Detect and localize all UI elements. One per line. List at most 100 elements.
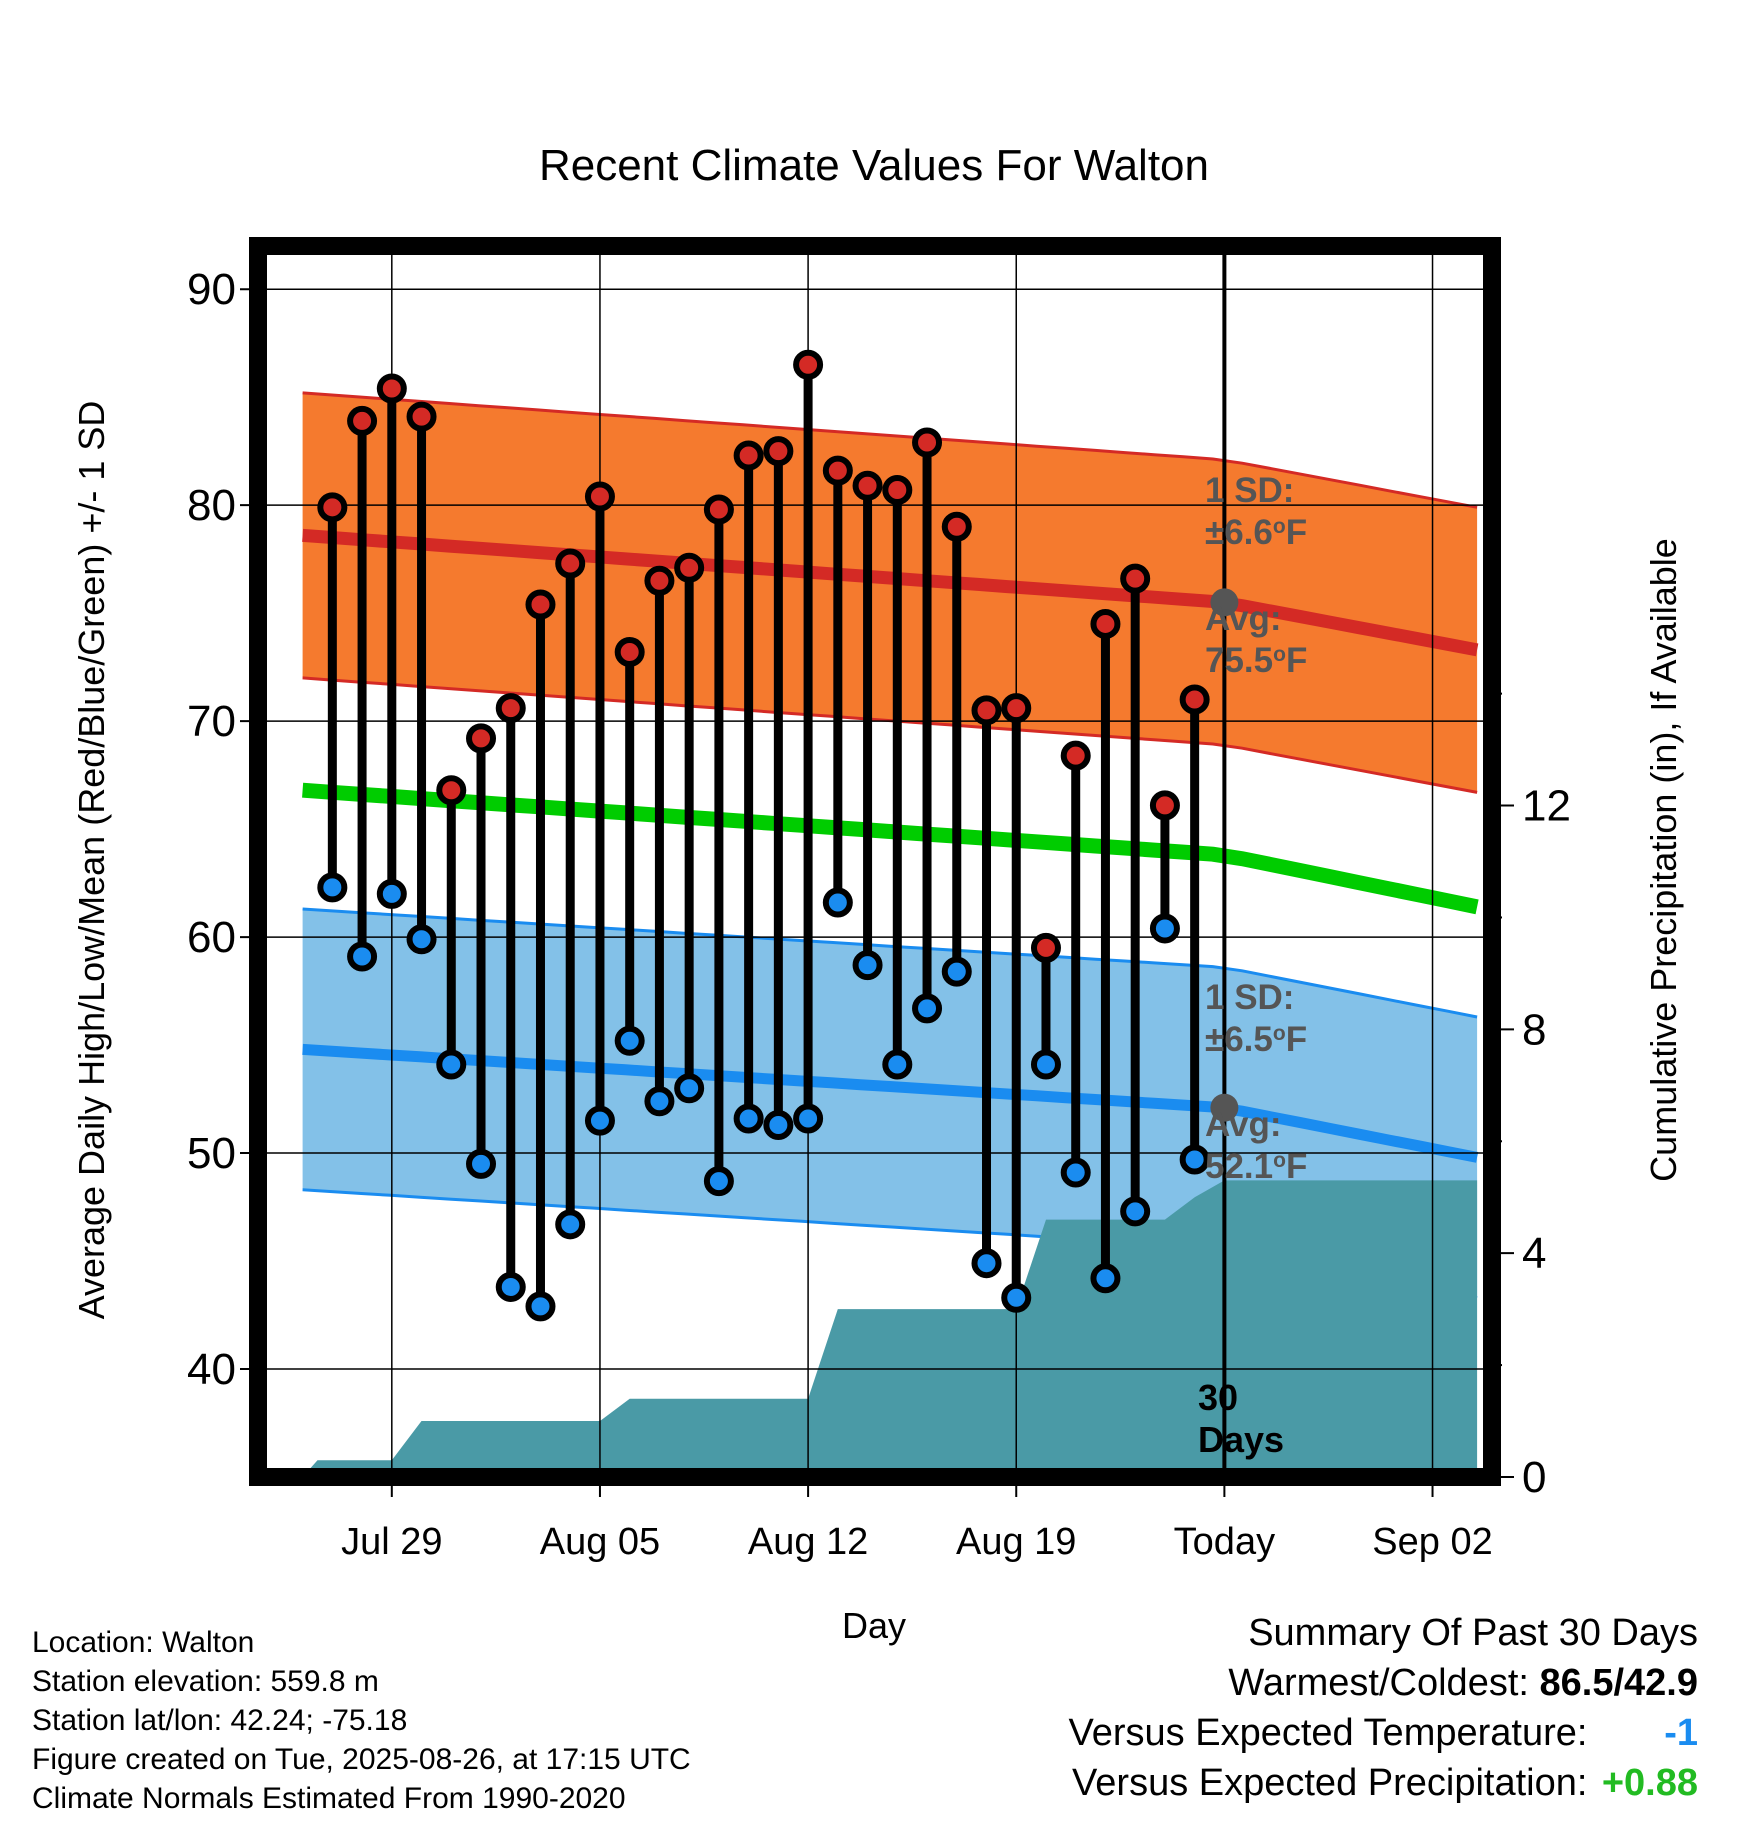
daily-low-point	[347, 941, 378, 972]
daily-low-point	[793, 1103, 824, 1134]
daily-low-point	[941, 956, 972, 987]
daily-low-point	[317, 872, 348, 903]
daily-high-point	[584, 481, 615, 512]
normal-high-line	[302, 528, 1479, 657]
x-tick-label: Aug 05	[540, 1521, 660, 1563]
station-info: Location: Walton Station elevation: 559.…	[32, 1623, 691, 1818]
daily-low-point	[852, 950, 883, 981]
y2-tick-label: 4	[1522, 1229, 1546, 1278]
daily-high-point	[347, 405, 378, 436]
low-avg-label: Avg:	[1205, 1105, 1281, 1144]
daily-high-point	[1120, 563, 1151, 594]
precip-label: Versus Expected Precipitation:	[1072, 1762, 1588, 1804]
daily-high-point	[644, 565, 675, 596]
daily-high-point	[793, 349, 824, 380]
daily-high-point	[822, 455, 853, 486]
low-sd-value: ±6.5oF	[1205, 1020, 1307, 1059]
y-tick-label: 90	[187, 265, 236, 314]
daily-low-point	[406, 924, 437, 955]
summary-panel: Summary Of Past 30 Days Warmest/Coldest:…	[1069, 1608, 1698, 1808]
high-avg-label: Avg:	[1205, 599, 1281, 638]
x-tick-label: Today	[1174, 1521, 1275, 1563]
x-tick-label: Aug 12	[748, 1521, 868, 1563]
daily-high-point	[406, 401, 437, 432]
daily-high-point	[1090, 608, 1121, 639]
y2-tick-label: 8	[1522, 1005, 1546, 1054]
low-sd-label: 1 SD:	[1205, 978, 1294, 1017]
summary-temp-row: Versus Expected Temperature: -1	[1069, 1708, 1698, 1758]
daily-high-point	[971, 695, 1002, 726]
daily-low-point	[495, 1271, 526, 1302]
daily-high-point	[436, 775, 467, 806]
daily-low-point	[971, 1248, 1002, 1279]
low-avg-value: 52.1oF	[1205, 1147, 1307, 1186]
latlon-text: Station lat/lon: 42.24; -75.18	[32, 1704, 408, 1737]
daily-low-point	[376, 878, 407, 909]
y-tick-label: 60	[187, 913, 236, 962]
daily-low-point	[644, 1086, 675, 1117]
warmest-label: Warmest/Coldest:	[1228, 1662, 1529, 1704]
daily-low-point	[614, 1025, 645, 1056]
daily-high-point	[733, 440, 764, 471]
daily-high-point	[882, 475, 913, 506]
warmest-value: 86.5/42.9	[1539, 1662, 1698, 1704]
daily-high-point	[703, 494, 734, 525]
daily-low-point	[466, 1148, 497, 1179]
chart-title: Recent Climate Values For Walton	[539, 141, 1209, 190]
days-unit-label: Days	[1198, 1419, 1284, 1460]
daily-low-point	[1030, 1049, 1061, 1080]
created-text: Figure created on Tue, 2025-08-26, at 17…	[32, 1743, 691, 1776]
daily-high-point	[376, 373, 407, 404]
daily-low-point	[674, 1073, 705, 1104]
daily-high-point	[525, 589, 556, 620]
temp-value: -1	[1664, 1712, 1698, 1754]
plot-frame	[249, 237, 1501, 1486]
daily-high-point	[1001, 693, 1032, 724]
daily-high-point	[1179, 684, 1210, 715]
daily-low-point	[1060, 1157, 1091, 1188]
daily-high-point	[495, 693, 526, 724]
high-sd-upper-line	[302, 391, 1478, 509]
daily-low-point	[733, 1103, 764, 1134]
y2-tick-label: 12	[1522, 782, 1571, 831]
y-tick-label: 80	[187, 481, 236, 530]
daily-low-point	[1120, 1196, 1151, 1227]
normals-text: Climate Normals Estimated From 1990-2020	[32, 1782, 626, 1815]
daily-low-point	[703, 1166, 734, 1197]
daily-low-point	[525, 1291, 556, 1322]
daily-high-point	[1060, 740, 1091, 771]
daily-low-point	[555, 1209, 586, 1240]
high-sd-label: 1 SD:	[1205, 471, 1294, 510]
daily-low-point	[912, 993, 943, 1024]
precip-value: +0.88	[1601, 1762, 1698, 1804]
y-tick-label: 50	[187, 1129, 236, 1178]
daily-low-point	[1149, 913, 1180, 944]
x-tick-label: Aug 19	[956, 1521, 1076, 1563]
y-tick-label: 40	[187, 1345, 236, 1394]
x-tick-label: Sep 02	[1372, 1521, 1492, 1563]
daily-low-point	[436, 1049, 467, 1080]
daily-low-point	[584, 1105, 615, 1136]
temp-label: Versus Expected Temperature:	[1068, 1712, 1588, 1754]
high-sd-value: ±6.6oF	[1205, 513, 1307, 552]
high-avg-value: 75.5oF	[1205, 641, 1307, 680]
daily-high-point	[912, 427, 943, 458]
daily-low-point	[822, 887, 853, 918]
daily-low-point	[1001, 1282, 1032, 1313]
location-text: Location: Walton	[32, 1626, 255, 1659]
precipitation-area	[302, 1180, 1478, 1477]
y2-tick-label: 0	[1522, 1453, 1546, 1502]
daily-high-point	[1149, 790, 1180, 821]
y2-axis-label: Cumulative Precipitation (in), If Availa…	[1643, 538, 1684, 1182]
daily-high-point	[614, 637, 645, 668]
daily-high-point	[1030, 932, 1061, 963]
daily-low-point	[1179, 1144, 1210, 1175]
summary-warmest-row: Warmest/Coldest: 86.5/42.9	[1069, 1658, 1698, 1708]
daily-low-point	[763, 1109, 794, 1140]
x-axis-label: Day	[842, 1605, 906, 1646]
normal-mean-line	[302, 782, 1479, 915]
daily-high-point	[852, 470, 883, 501]
today-high-avg-marker	[1210, 588, 1239, 617]
